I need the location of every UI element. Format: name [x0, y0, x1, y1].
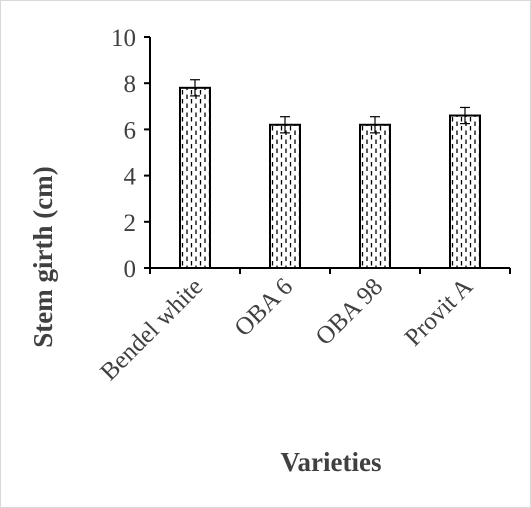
bar-oba-98: [359, 123, 391, 269]
y-tick-label: 10: [111, 25, 136, 52]
bar-provit-a: [449, 114, 481, 270]
x-axis-title: Varieties: [281, 447, 382, 477]
x-category-label: Provit A: [400, 273, 479, 352]
y-axis-title: Stem girth (cm): [28, 166, 58, 347]
y-tick-label: 0: [124, 256, 137, 283]
bar-oba-6: [269, 123, 301, 269]
x-category-label: Bendel white: [95, 273, 208, 386]
x-category-label: OBA 98: [311, 273, 389, 351]
y-tick-label: 6: [124, 117, 137, 144]
bar-bendel-white: [179, 86, 211, 269]
y-tick-label: 2: [124, 210, 137, 237]
y-tick-label: 4: [124, 164, 137, 191]
x-category-label: OBA 6: [230, 273, 299, 342]
y-tick-label: 8: [124, 71, 137, 98]
